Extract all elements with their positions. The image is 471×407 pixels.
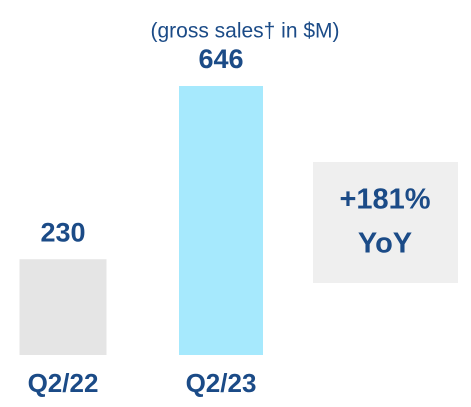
bar	[179, 86, 263, 355]
x-tick-label: Q2/23	[186, 368, 257, 398]
annotation-box	[313, 162, 458, 283]
x-tick-label: Q2/22	[28, 368, 99, 398]
annotation: YoY	[358, 228, 412, 260]
chart-subtitle: (gross sales† in $M)	[150, 20, 339, 43]
data-label: 646	[198, 44, 243, 74]
annotation: +181%	[339, 184, 430, 216]
bar	[19, 259, 107, 355]
data-label: 230	[40, 217, 85, 247]
